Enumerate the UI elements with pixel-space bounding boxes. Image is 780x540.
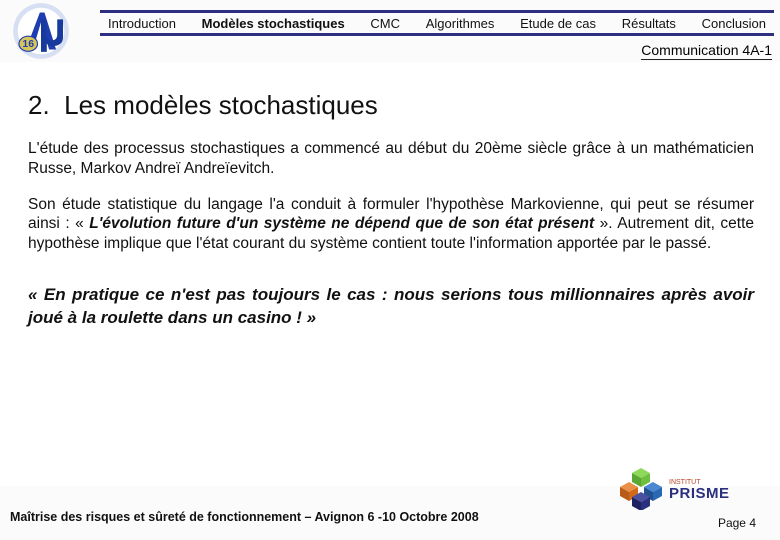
nav-tab-etude[interactable]: Etude de cas xyxy=(516,16,600,31)
heading-text: Les modèles stochastiques xyxy=(64,90,378,120)
heading-number: 2. xyxy=(28,90,50,120)
nav-tab-introduction[interactable]: Introduction xyxy=(104,16,180,31)
nav-tabs: Introduction Modèles stochastiques CMC A… xyxy=(100,10,774,36)
header-bar: 16 Introduction Modèles stochastiques CM… xyxy=(0,0,780,62)
para2-emphasis: L'évolution future d'un système ne dépen… xyxy=(89,215,594,232)
prisme-name-text: PRISME xyxy=(669,485,730,502)
footer-bar: INSTITUT PRISME Maîtrise des risques et … xyxy=(0,486,780,540)
quote-block: « En pratique ce n'est pas toujours le c… xyxy=(28,284,754,330)
nav-tab-modeles[interactable]: Modèles stochastiques xyxy=(198,16,349,31)
nav-tab-conclusion[interactable]: Conclusion xyxy=(698,16,770,31)
paragraph-2: Son étude statistique du langage l'a con… xyxy=(28,195,754,254)
paragraph-1: L'étude des processus stochastiques a co… xyxy=(28,139,754,179)
page-number: Page 4 xyxy=(718,516,756,530)
nav-tab-cmc[interactable]: CMC xyxy=(366,16,404,31)
lambda-mu-logo: 16 xyxy=(12,2,70,60)
nav-tab-resultats[interactable]: Résultats xyxy=(618,16,680,31)
footer-text: Maîtrise des risques et sûreté de foncti… xyxy=(10,510,479,524)
communication-ref: Communication 4A-1 xyxy=(641,42,772,60)
slide-content: 2. Les modèles stochastiques L'étude des… xyxy=(28,90,754,330)
prisme-logo: INSTITUT PRISME xyxy=(616,464,766,510)
nav-tab-algorithmes[interactable]: Algorithmes xyxy=(422,16,499,31)
logo-badge-number: 16 xyxy=(22,39,34,50)
section-heading: 2. Les modèles stochastiques xyxy=(28,90,754,121)
